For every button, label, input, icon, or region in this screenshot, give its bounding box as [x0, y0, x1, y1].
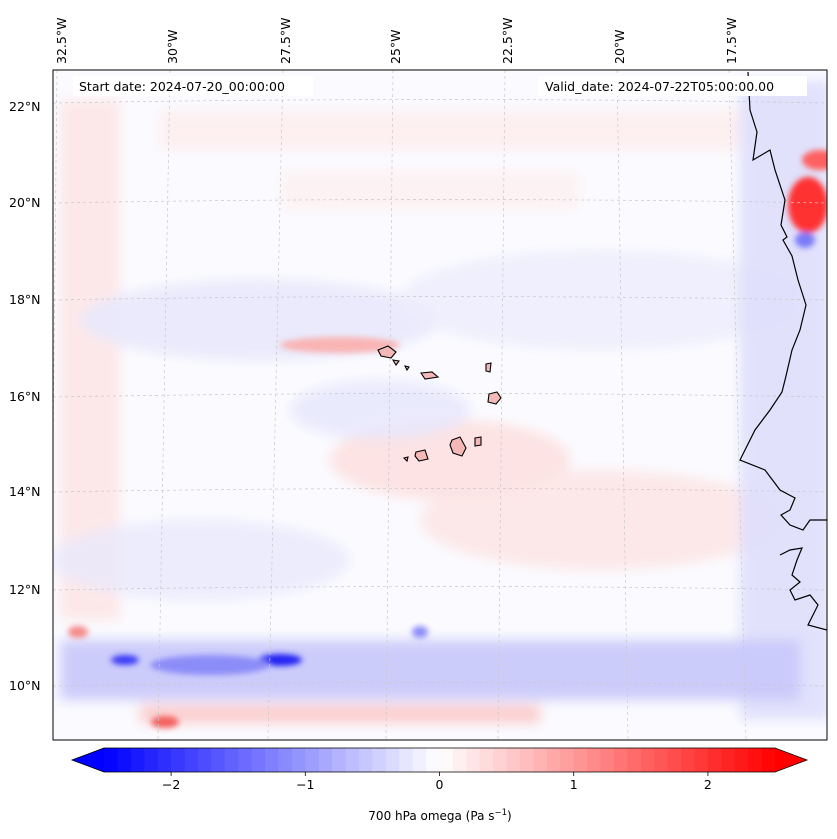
colorbar-segment [613, 748, 628, 772]
colorbar-segment [265, 748, 280, 772]
colorbar-segment [372, 748, 387, 772]
colorbar-segment [533, 748, 548, 772]
colorbar-tick-label: −1 [296, 777, 314, 792]
lat-label-14n: 14°N [9, 484, 41, 499]
valid-date-box [538, 76, 807, 96]
lat-label-16n: 16°N [9, 389, 41, 404]
lon-label-25w: 25°W [388, 29, 403, 64]
colorbar-tick-label: −2 [162, 777, 180, 792]
colorbar-segment [506, 748, 521, 772]
colorbar-segment [560, 748, 575, 772]
colorbar-segment [426, 748, 441, 772]
colorbar-segment [452, 748, 467, 772]
colorbar-segment [640, 748, 655, 772]
lon-label-17-5w: 17.5°W [724, 18, 739, 64]
colorbar-min-extension [72, 748, 104, 772]
colorbar-tick-label: 1 [570, 777, 578, 792]
colorbar-segment [117, 748, 132, 772]
colorbar-segments [104, 748, 776, 772]
colorbar-segment [748, 748, 763, 772]
colorbar-segment [399, 748, 414, 772]
colorbar-segment [600, 748, 615, 772]
colorbar-segment [761, 748, 776, 772]
longitude-labels: 32.5°W 30°W 27.5°W 25°W 22.5°W 20°W 17.5… [54, 18, 739, 64]
gridlines [53, 70, 827, 740]
colorbar-segment [224, 748, 239, 772]
colorbar-segment [412, 748, 427, 772]
colorbar: −2 −1 0 1 2 700 hPa omega (Pa s−1) [70, 747, 809, 823]
colorbar-segment [345, 748, 360, 772]
colorbar-segment [466, 748, 481, 772]
start-date-box [73, 76, 313, 96]
lon-label-30w: 30°W [165, 29, 180, 64]
colorbar-segment [332, 748, 347, 772]
colorbar-segment [667, 748, 682, 772]
colorbar-segment [627, 748, 642, 772]
colorbar-outline [70, 747, 809, 773]
colorbar-segment [211, 748, 226, 772]
colorbar-segment [734, 748, 749, 772]
map-panel[interactable]: Start date: 2024-07-20_00:00:00 Valid_da… [50, 70, 837, 740]
colorbar-segment [130, 748, 145, 772]
lat-label-20n: 20°N [9, 195, 41, 210]
colorbar-tick-label: 0 [436, 777, 444, 792]
colorbar-segment [546, 748, 561, 772]
colorbar-segment [587, 748, 602, 772]
colorbar-segment [681, 748, 696, 772]
colorbar-segment [479, 748, 494, 772]
colorbar-segment [318, 748, 333, 772]
colorbar-segment [291, 748, 306, 772]
valid-date-label: Valid_date: 2024-07-22T05:00:00.00 [545, 79, 774, 94]
colorbar-max-extension [775, 748, 807, 772]
colorbar-segment [385, 748, 400, 772]
colorbar-segment [493, 748, 508, 772]
latitude-labels: 22°N 20°N 18°N 16°N 14°N 12°N 10°N [9, 99, 41, 693]
colorbar-segment [171, 748, 186, 772]
colorbar-segment [251, 748, 266, 772]
lat-label-18n: 18°N [9, 292, 41, 307]
omega-field-detail [68, 150, 827, 728]
colorbar-segment [184, 748, 199, 772]
cape-verde-islands [377, 345, 502, 463]
colorbar-segment [721, 748, 736, 772]
colorbar-segment [278, 748, 293, 772]
colorbar-segment [197, 748, 212, 772]
colorbar-tick-label: 2 [704, 777, 712, 792]
lon-label-27-5w: 27.5°W [278, 18, 293, 64]
colorbar-ticks: −2 −1 0 1 2 [162, 772, 712, 792]
lon-label-20w: 20°W [612, 29, 627, 64]
colorbar-segment [520, 748, 535, 772]
lat-label-10n: 10°N [9, 678, 41, 693]
colorbar-segment [104, 748, 119, 772]
colorbar-segment [573, 748, 588, 772]
colorbar-segment [358, 748, 373, 772]
africa-coastline [739, 71, 827, 631]
lat-label-12n: 12°N [9, 582, 41, 597]
colorbar-segment [654, 748, 669, 772]
lat-label-22n: 22°N [9, 99, 41, 114]
colorbar-segment [694, 748, 709, 772]
start-date-label: Start date: 2024-07-20_00:00:00 [79, 79, 285, 94]
lon-label-32-5w: 32.5°W [54, 18, 69, 64]
colorbar-segment [439, 748, 454, 772]
map-frame [52, 69, 828, 741]
colorbar-label: 700 hPa omega (Pa s−1) [368, 808, 511, 823]
colorbar-segment [707, 748, 722, 772]
colorbar-segment [305, 748, 320, 772]
colorbar-segment [144, 748, 159, 772]
colorbar-segment [238, 748, 253, 772]
lon-label-22-5w: 22.5°W [500, 18, 515, 64]
colorbar-segment [157, 748, 172, 772]
